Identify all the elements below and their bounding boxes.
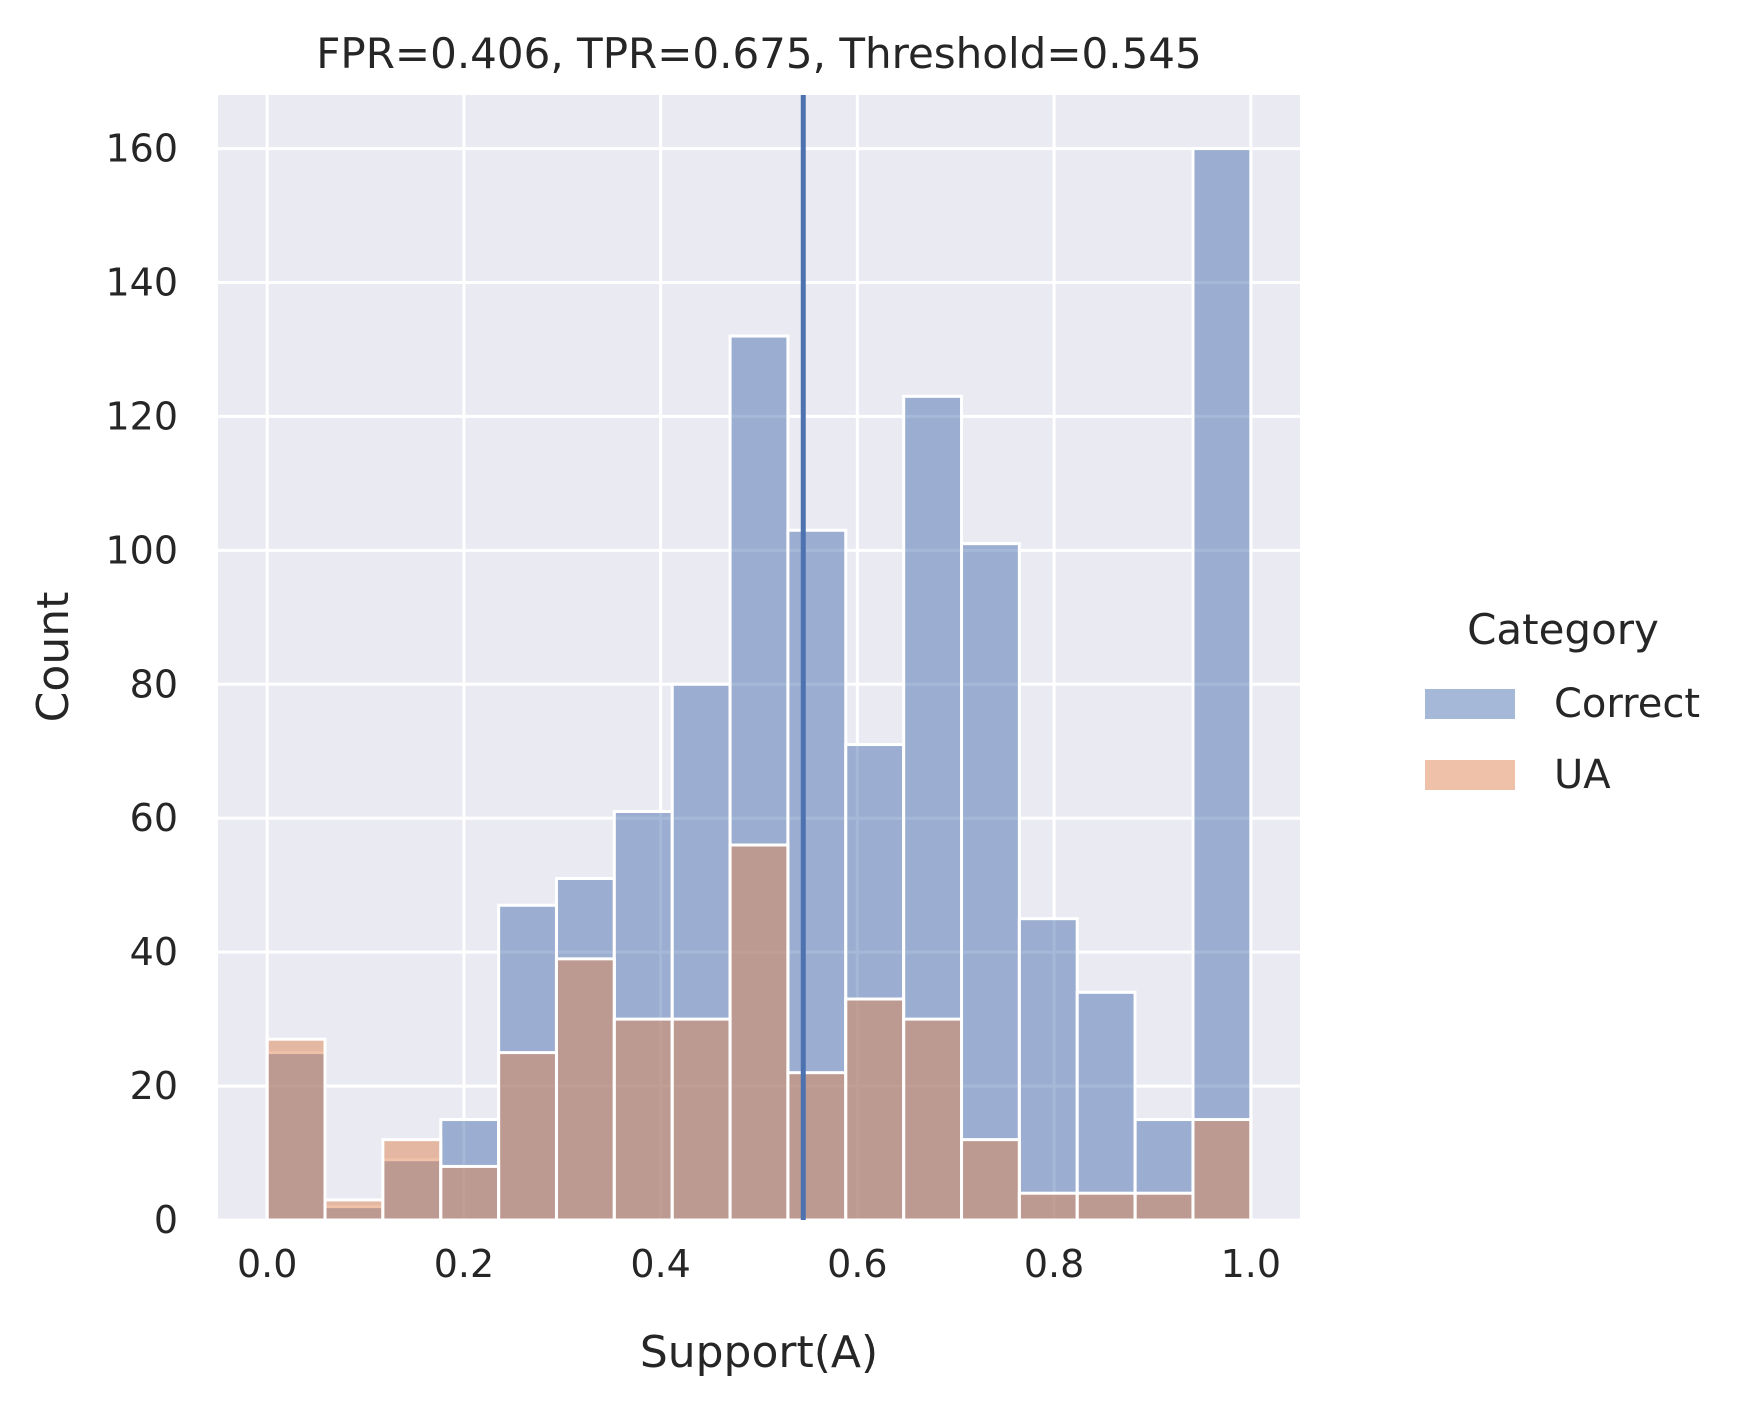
y-tick-label: 0 — [154, 1198, 178, 1242]
x-tick-labels: 0.0 0.2 0.4 0.6 0.8 1.0 — [237, 1242, 1281, 1286]
y-tick-labels: 0 20 40 60 80 100 120 140 160 — [105, 127, 178, 1242]
x-tick-label: 0.4 — [630, 1242, 690, 1286]
bar-ua — [1075, 1191, 1137, 1222]
bar-ua — [381, 1138, 443, 1222]
bar-correct — [1191, 147, 1253, 1222]
bar-ua — [554, 957, 616, 1222]
bar-ua — [728, 843, 790, 1222]
bars-ua-series — [265, 843, 1253, 1222]
bar-correct — [960, 542, 1021, 1222]
legend-title: Category — [1467, 605, 1659, 654]
y-tick-label: 100 — [105, 528, 178, 572]
legend: Category Correct UA — [1425, 605, 1700, 798]
chart-title: FPR=0.406, TPR=0.675, Threshold=0.545 — [316, 29, 1202, 78]
legend-swatch-correct — [1425, 689, 1515, 719]
x-tick-label: 1.0 — [1221, 1242, 1281, 1286]
bar-ua — [497, 1051, 558, 1222]
x-axis-title: Support(A) — [640, 1327, 878, 1378]
x-tick-label: 0.6 — [827, 1242, 887, 1286]
y-tick-label: 160 — [105, 127, 178, 171]
bar-ua — [960, 1138, 1021, 1222]
bar-ua — [670, 1017, 732, 1222]
bar-ua — [1017, 1191, 1079, 1222]
bar-ua — [786, 1071, 848, 1222]
x-tick-label: 0.8 — [1024, 1242, 1084, 1286]
x-tick-label: 0.2 — [434, 1242, 494, 1286]
x-tick-label: 0.0 — [237, 1242, 297, 1286]
legend-label-correct: Correct — [1554, 681, 1700, 727]
bar-ua — [265, 1037, 327, 1222]
bar-ua — [902, 1017, 964, 1222]
y-tick-label: 80 — [130, 662, 178, 706]
y-tick-label: 40 — [130, 930, 178, 974]
bar-ua — [1133, 1191, 1195, 1222]
y-tick-label: 140 — [105, 261, 178, 305]
bar-ua — [844, 997, 906, 1222]
y-tick-label: 60 — [130, 796, 178, 840]
y-tick-label: 120 — [105, 394, 178, 438]
bar-ua — [1191, 1118, 1253, 1222]
bar-correct — [1017, 917, 1079, 1222]
y-tick-label: 20 — [130, 1064, 178, 1108]
legend-label-ua: UA — [1554, 752, 1611, 798]
y-axis-title: Count — [28, 592, 79, 723]
bar-ua — [323, 1198, 385, 1222]
bar-ua — [612, 1017, 674, 1222]
bar-ua — [439, 1164, 501, 1222]
legend-swatch-ua — [1425, 760, 1515, 790]
bar-correct — [1075, 990, 1137, 1222]
